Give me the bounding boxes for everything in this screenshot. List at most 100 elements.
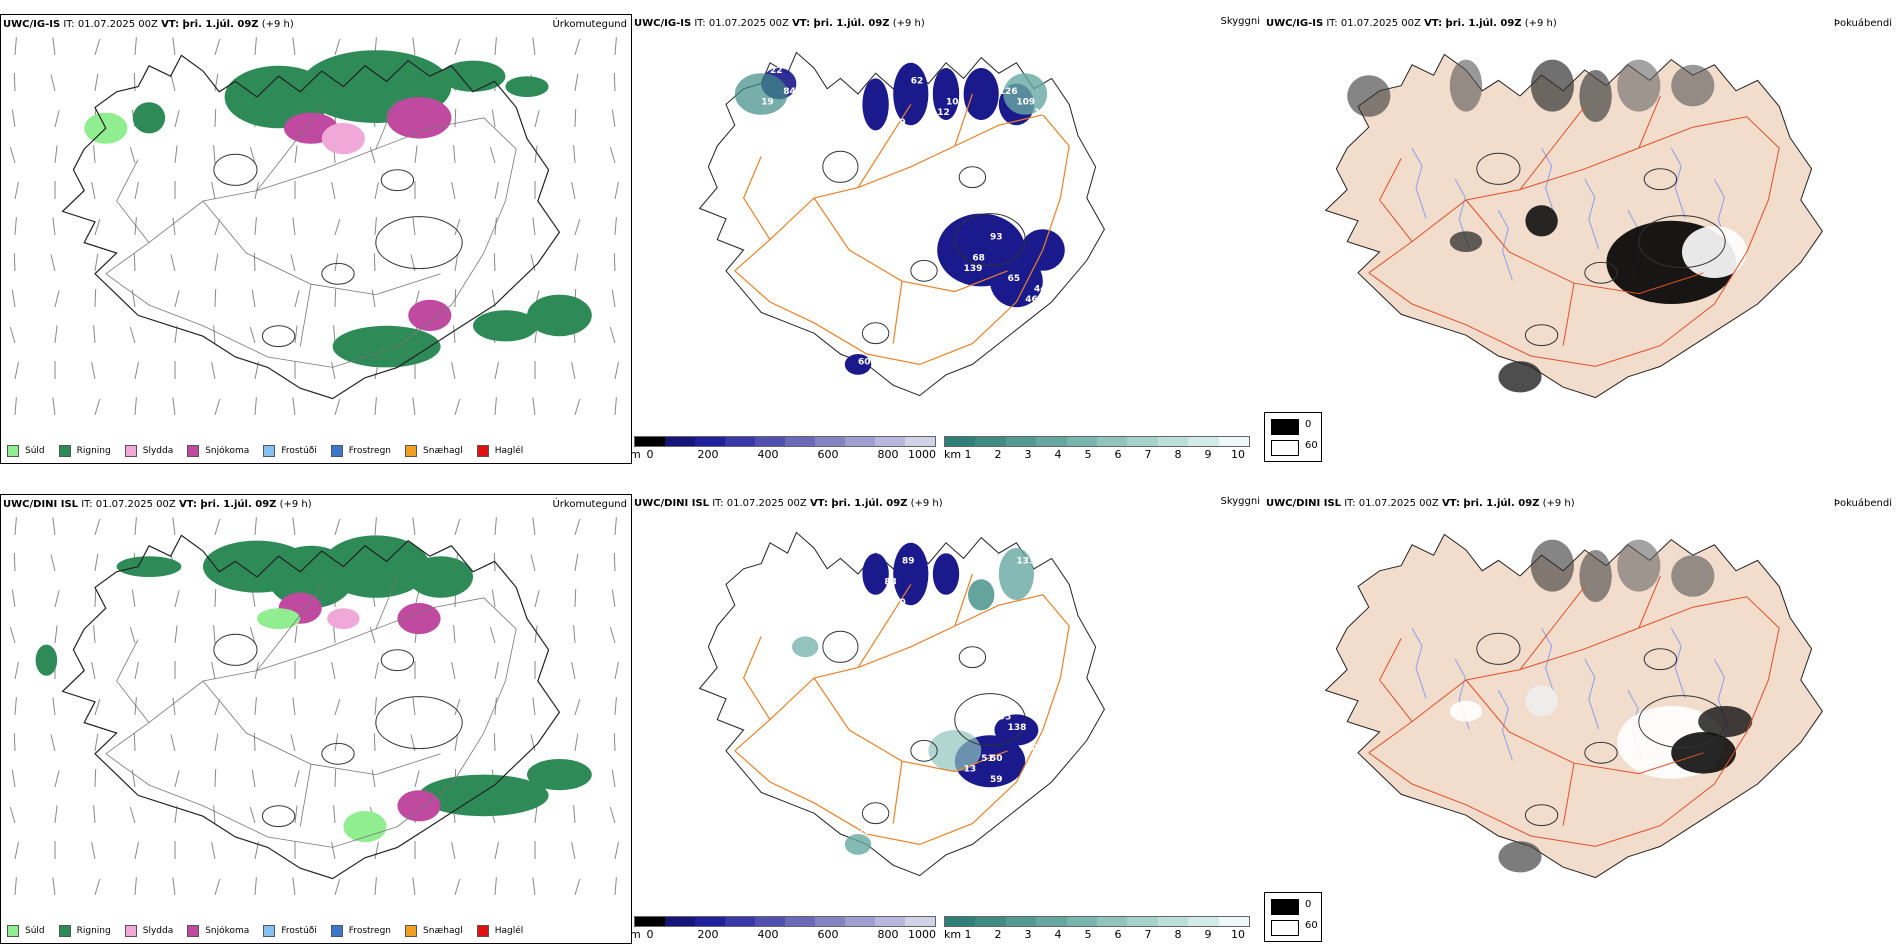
wind-barb xyxy=(172,877,176,896)
wind-barb xyxy=(454,38,461,56)
wind-barb xyxy=(129,326,136,344)
wind-barb xyxy=(609,806,616,824)
wind-barb xyxy=(451,181,456,200)
glacier-outline xyxy=(1476,152,1521,185)
wind-barb xyxy=(14,397,17,416)
precipitation-area xyxy=(327,608,360,629)
wind-barb xyxy=(249,626,256,644)
cloud-base-label: 89 xyxy=(902,557,915,567)
road-line xyxy=(1562,283,1575,346)
wind-barb xyxy=(13,733,16,752)
cloud-base-label: 68 xyxy=(972,253,985,263)
wind-barb xyxy=(50,254,56,272)
precipitation-area xyxy=(408,556,473,598)
cloud-base-label: 126 xyxy=(999,87,1018,97)
wind-barb xyxy=(614,397,617,416)
wind-barb xyxy=(254,841,259,860)
wind-barb xyxy=(94,218,101,236)
wind-barb xyxy=(333,625,336,644)
cloud-base-label: 133 xyxy=(1016,557,1035,567)
iceland-coastline xyxy=(698,51,1105,397)
wind-barb xyxy=(14,841,19,860)
wind-barb xyxy=(94,878,101,896)
wind-barb xyxy=(254,517,257,536)
cloud-base-label: 12 xyxy=(937,108,950,118)
panel-title: UWC/DINI ISL IT: 01.07.2025 00Z VT: þri.… xyxy=(634,498,943,509)
cloud-base-label: 78 xyxy=(858,827,871,837)
low-cloud-area xyxy=(998,548,1034,600)
wind-barb xyxy=(530,254,536,272)
wind-barb xyxy=(374,397,377,416)
road-line xyxy=(1638,95,1661,149)
glacier-outline xyxy=(910,739,938,762)
wind-barb xyxy=(129,626,136,644)
wind-barb xyxy=(614,181,619,200)
wind-barb xyxy=(371,289,376,308)
wind-barb xyxy=(334,733,339,752)
wind-barb xyxy=(50,734,56,752)
cloud-base-label: 46 xyxy=(1025,295,1038,305)
wind-barb xyxy=(249,146,256,164)
wind-barb xyxy=(133,733,136,752)
precipitation-area xyxy=(440,60,506,92)
river-line xyxy=(1670,147,1686,219)
wind-barb xyxy=(494,181,499,200)
wind-barb xyxy=(454,733,459,752)
fog-indicator-area xyxy=(1682,226,1747,278)
wind-barb xyxy=(573,145,576,164)
fog-indicator-area xyxy=(1530,539,1574,592)
fog-indicator-area xyxy=(1579,550,1612,602)
precipitation-area xyxy=(343,811,387,843)
wind-barb xyxy=(131,289,136,308)
glacier-outline xyxy=(954,693,1026,747)
wind-barb xyxy=(14,877,17,896)
cloud-base-label: 139 xyxy=(964,264,983,274)
wind-barb xyxy=(574,698,581,716)
wind-barb xyxy=(14,181,19,200)
precipitation-area xyxy=(321,535,430,598)
legend-item-drizzle: Súld xyxy=(7,445,45,457)
wind-barb xyxy=(494,37,497,56)
wind-barb xyxy=(134,661,139,680)
wind-barb xyxy=(133,73,136,92)
road-line xyxy=(734,114,1070,366)
wind-barb xyxy=(494,397,497,416)
cloud-base-label: 11 xyxy=(1052,222,1065,232)
wind-barb xyxy=(532,517,536,536)
wind-barb xyxy=(131,589,136,608)
wind-barb xyxy=(214,253,219,272)
wind-barb xyxy=(613,733,616,752)
glacier-outline xyxy=(958,646,987,669)
river-line xyxy=(1584,658,1600,730)
glacier-outline xyxy=(213,633,258,666)
wind-barb xyxy=(214,38,221,56)
wind-barb xyxy=(494,517,497,536)
wind-barb xyxy=(412,217,416,236)
wind-barb xyxy=(52,877,56,896)
cloud-base-label: 14 xyxy=(876,609,889,619)
legend-item-sleet: Slydda xyxy=(124,925,173,937)
wind-barb xyxy=(214,878,221,896)
wind-barb xyxy=(52,697,56,716)
cloud-base-height-colorbar: m 0 200 400 600 800 1000 xyxy=(632,436,936,461)
wind-barb xyxy=(613,553,616,572)
cloud-cover-panel-igis: UWC/IG-IS IT: 01.07.2025 00Z VT: þri. 1.… xyxy=(1264,14,1900,464)
precipitation-area xyxy=(386,97,452,139)
wind-barb xyxy=(214,218,221,236)
wind-barb xyxy=(453,625,456,644)
wind-barb xyxy=(294,145,298,164)
glacier-outline xyxy=(1524,804,1559,827)
wind-barb xyxy=(573,625,576,644)
road-line xyxy=(202,680,441,776)
wind-barb xyxy=(334,878,341,896)
wind-barb xyxy=(134,841,139,860)
wind-barb xyxy=(11,109,16,128)
glacier-outline xyxy=(321,262,355,285)
wind-barb xyxy=(331,661,336,680)
wind-barb xyxy=(134,37,137,56)
wind-barb xyxy=(614,217,617,236)
precipitation-area xyxy=(527,759,592,791)
cloud-cover-legend: 0 60 xyxy=(1264,892,1322,942)
cloud-base-label: 44 xyxy=(1034,285,1047,295)
precipitation-area xyxy=(132,102,166,134)
